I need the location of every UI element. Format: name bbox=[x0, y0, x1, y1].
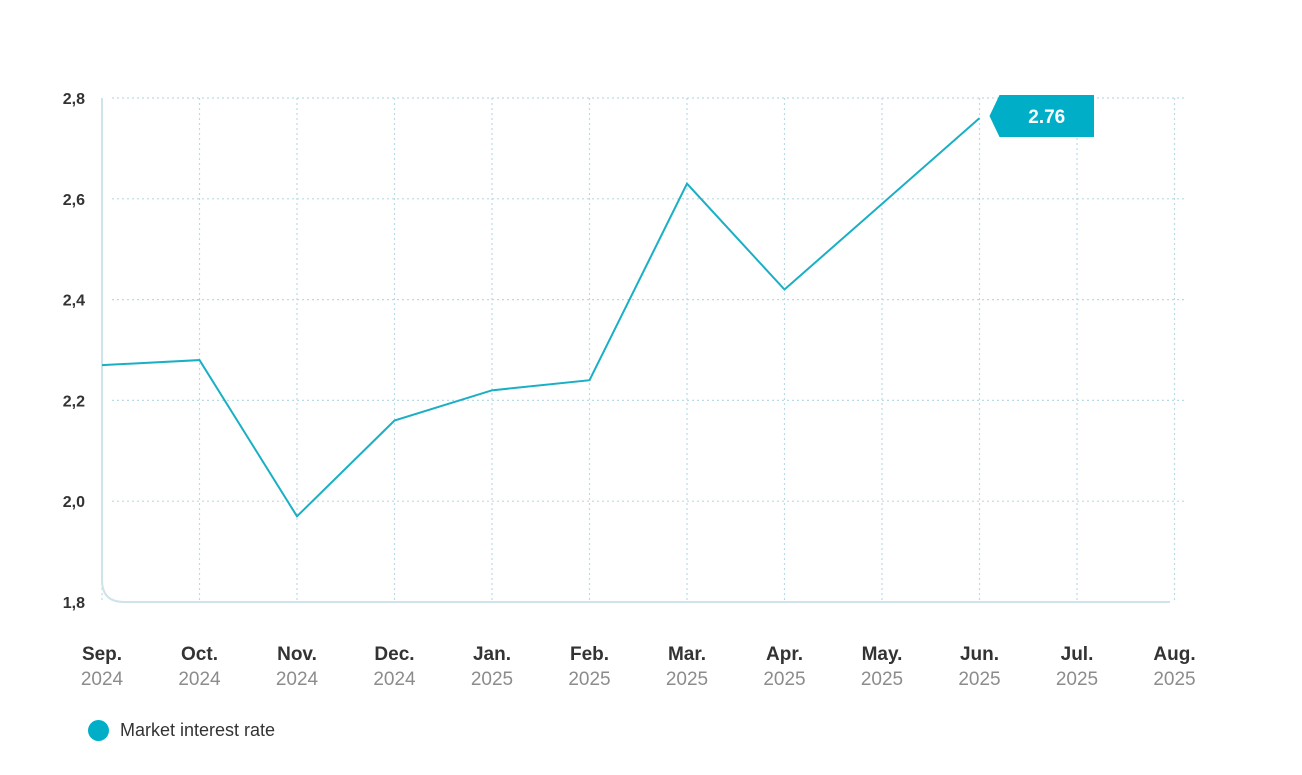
legend-marker bbox=[88, 720, 109, 741]
x-tick-month: Jul. bbox=[1061, 644, 1094, 665]
axis-line bbox=[101, 98, 1170, 603]
y-tick-label: 2,8 bbox=[63, 91, 85, 108]
x-tick-month: Jan. bbox=[473, 644, 511, 665]
x-tick-year: 2025 bbox=[1056, 669, 1098, 690]
x-tick-month: Sep. bbox=[82, 644, 122, 665]
x-tick-month: May. bbox=[862, 644, 903, 665]
x-tick-year: 2025 bbox=[861, 669, 903, 690]
y-tick-label: 2,2 bbox=[63, 393, 85, 410]
series-lines bbox=[101, 117, 981, 518]
x-tick-year: 2025 bbox=[1153, 669, 1195, 690]
series-line bbox=[101, 117, 981, 518]
x-tick-month: Mar. bbox=[668, 644, 706, 665]
callout-label: 2.76 bbox=[1028, 107, 1065, 128]
x-tick-month: Aug. bbox=[1153, 644, 1195, 665]
x-tick-month: Dec. bbox=[374, 644, 414, 665]
axes bbox=[101, 98, 1170, 603]
y-tick-label: 1,8 bbox=[63, 595, 85, 612]
x-tick-year: 2025 bbox=[666, 669, 708, 690]
legend: Market interest rate bbox=[88, 720, 275, 741]
y-axis-ticks: 1,8 2,0 2,2 2,4 2,6 2,8 bbox=[63, 91, 85, 612]
x-tick-year: 2024 bbox=[81, 669, 124, 690]
y-tick-label: 2,0 bbox=[63, 494, 85, 511]
x-tick-month: Apr. bbox=[766, 644, 803, 665]
x-tick-month: Oct. bbox=[181, 644, 218, 665]
x-tick-year: 2025 bbox=[763, 669, 805, 690]
legend-label: Market interest rate bbox=[120, 720, 276, 740]
x-tick-year: 2025 bbox=[568, 669, 610, 690]
x-tick-year: 2024 bbox=[276, 669, 319, 690]
x-tick-year: 2025 bbox=[471, 669, 513, 690]
x-tick-year: 2024 bbox=[373, 669, 416, 690]
callout-box bbox=[989, 95, 1094, 137]
value-callout: 2.76 bbox=[989, 95, 1094, 137]
grid-lines bbox=[101, 97, 1185, 602]
x-tick-year: 2024 bbox=[178, 669, 221, 690]
x-tick-month: Feb. bbox=[570, 644, 609, 665]
y-tick-label: 2,6 bbox=[63, 192, 85, 209]
x-tick-month: Nov. bbox=[277, 644, 317, 665]
y-tick-label: 2,4 bbox=[63, 293, 85, 310]
x-axis-ticks: Sep. 2024 Oct. 2024 Nov. 2024 Dec. 2024 Jan. 2025… bbox=[81, 644, 1196, 690]
x-tick-month: Jun. bbox=[960, 644, 999, 665]
x-tick-year: 2025 bbox=[958, 669, 1000, 690]
